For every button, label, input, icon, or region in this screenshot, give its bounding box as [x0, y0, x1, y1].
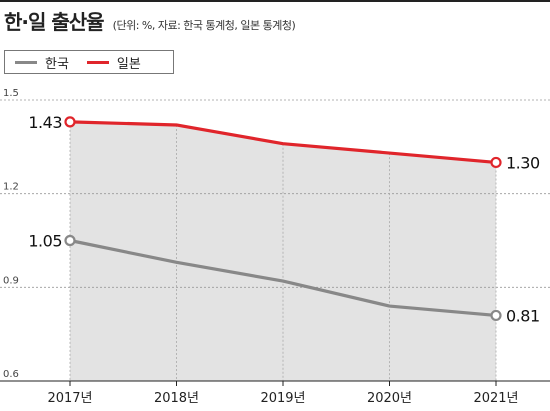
series-line-japan: [68, 120, 498, 165]
chart-legend: 한국 일본: [4, 50, 174, 74]
chart-title: 한·일 출산율: [4, 10, 105, 34]
data-point-korea: [64, 234, 76, 247]
x-tick-label: 2020년: [367, 391, 412, 406]
data-label-japan-last: 1.30: [506, 153, 540, 172]
y-tick-label: 0.6: [3, 369, 19, 380]
legend-swatch-korea: [15, 60, 37, 64]
series-line-korea: [68, 238, 498, 318]
legend-swatch-japan: [86, 60, 109, 64]
data-point-korea: [490, 309, 502, 322]
data-point-japan: [490, 156, 502, 169]
legend-item-japan: 일본: [86, 53, 141, 72]
chart-header: 한·일 출산율 (단위: %, 자료: 한국 통계청, 일본 통계청): [4, 6, 296, 35]
y-tick-label: 0.9: [3, 275, 19, 286]
x-tick-label: 2019년: [260, 391, 305, 406]
x-tick-label: 2018년: [154, 391, 199, 406]
data-point-japan: [64, 116, 76, 128]
x-tick-label: 2017년: [47, 391, 92, 406]
top-rule: [0, 0, 550, 2]
x-tick-label: 2021년: [473, 391, 518, 406]
legend-label-korea: 한국: [45, 56, 69, 72]
legend-label-japan: 일본: [116, 56, 141, 72]
data-label-japan-first: 1.43: [28, 113, 62, 132]
chart-subtitle: (단위: %, 자료: 한국 통계청, 일본 통계청): [112, 19, 296, 32]
data-label-korea-first: 1.05: [28, 232, 62, 251]
y-tick-label: 1.5: [3, 88, 19, 99]
data-label-korea-last: 0.81: [506, 306, 540, 325]
y-tick-label: 1.2: [3, 182, 19, 193]
legend-item-korea: 한국: [15, 53, 69, 72]
